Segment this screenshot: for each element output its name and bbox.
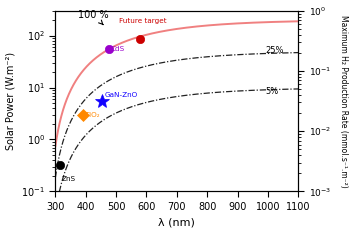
Text: Future target: Future target: [119, 18, 167, 24]
Y-axis label: Maximum H₂ Production Rate (mmol.s⁻¹.m⁻²): Maximum H₂ Production Rate (mmol.s⁻¹.m⁻²…: [339, 15, 348, 188]
Text: TiO₂: TiO₂: [85, 112, 99, 118]
Text: GaN-ZnO: GaN-ZnO: [104, 92, 138, 98]
Y-axis label: Solar Power (W.m⁻²): Solar Power (W.m⁻²): [6, 52, 16, 150]
X-axis label: λ (nm): λ (nm): [159, 217, 195, 227]
Text: CdS: CdS: [111, 46, 125, 52]
Text: 5%: 5%: [265, 87, 278, 96]
Text: 100 %: 100 %: [78, 10, 109, 25]
Text: 25%: 25%: [265, 46, 284, 55]
Text: ZnS: ZnS: [62, 176, 75, 182]
